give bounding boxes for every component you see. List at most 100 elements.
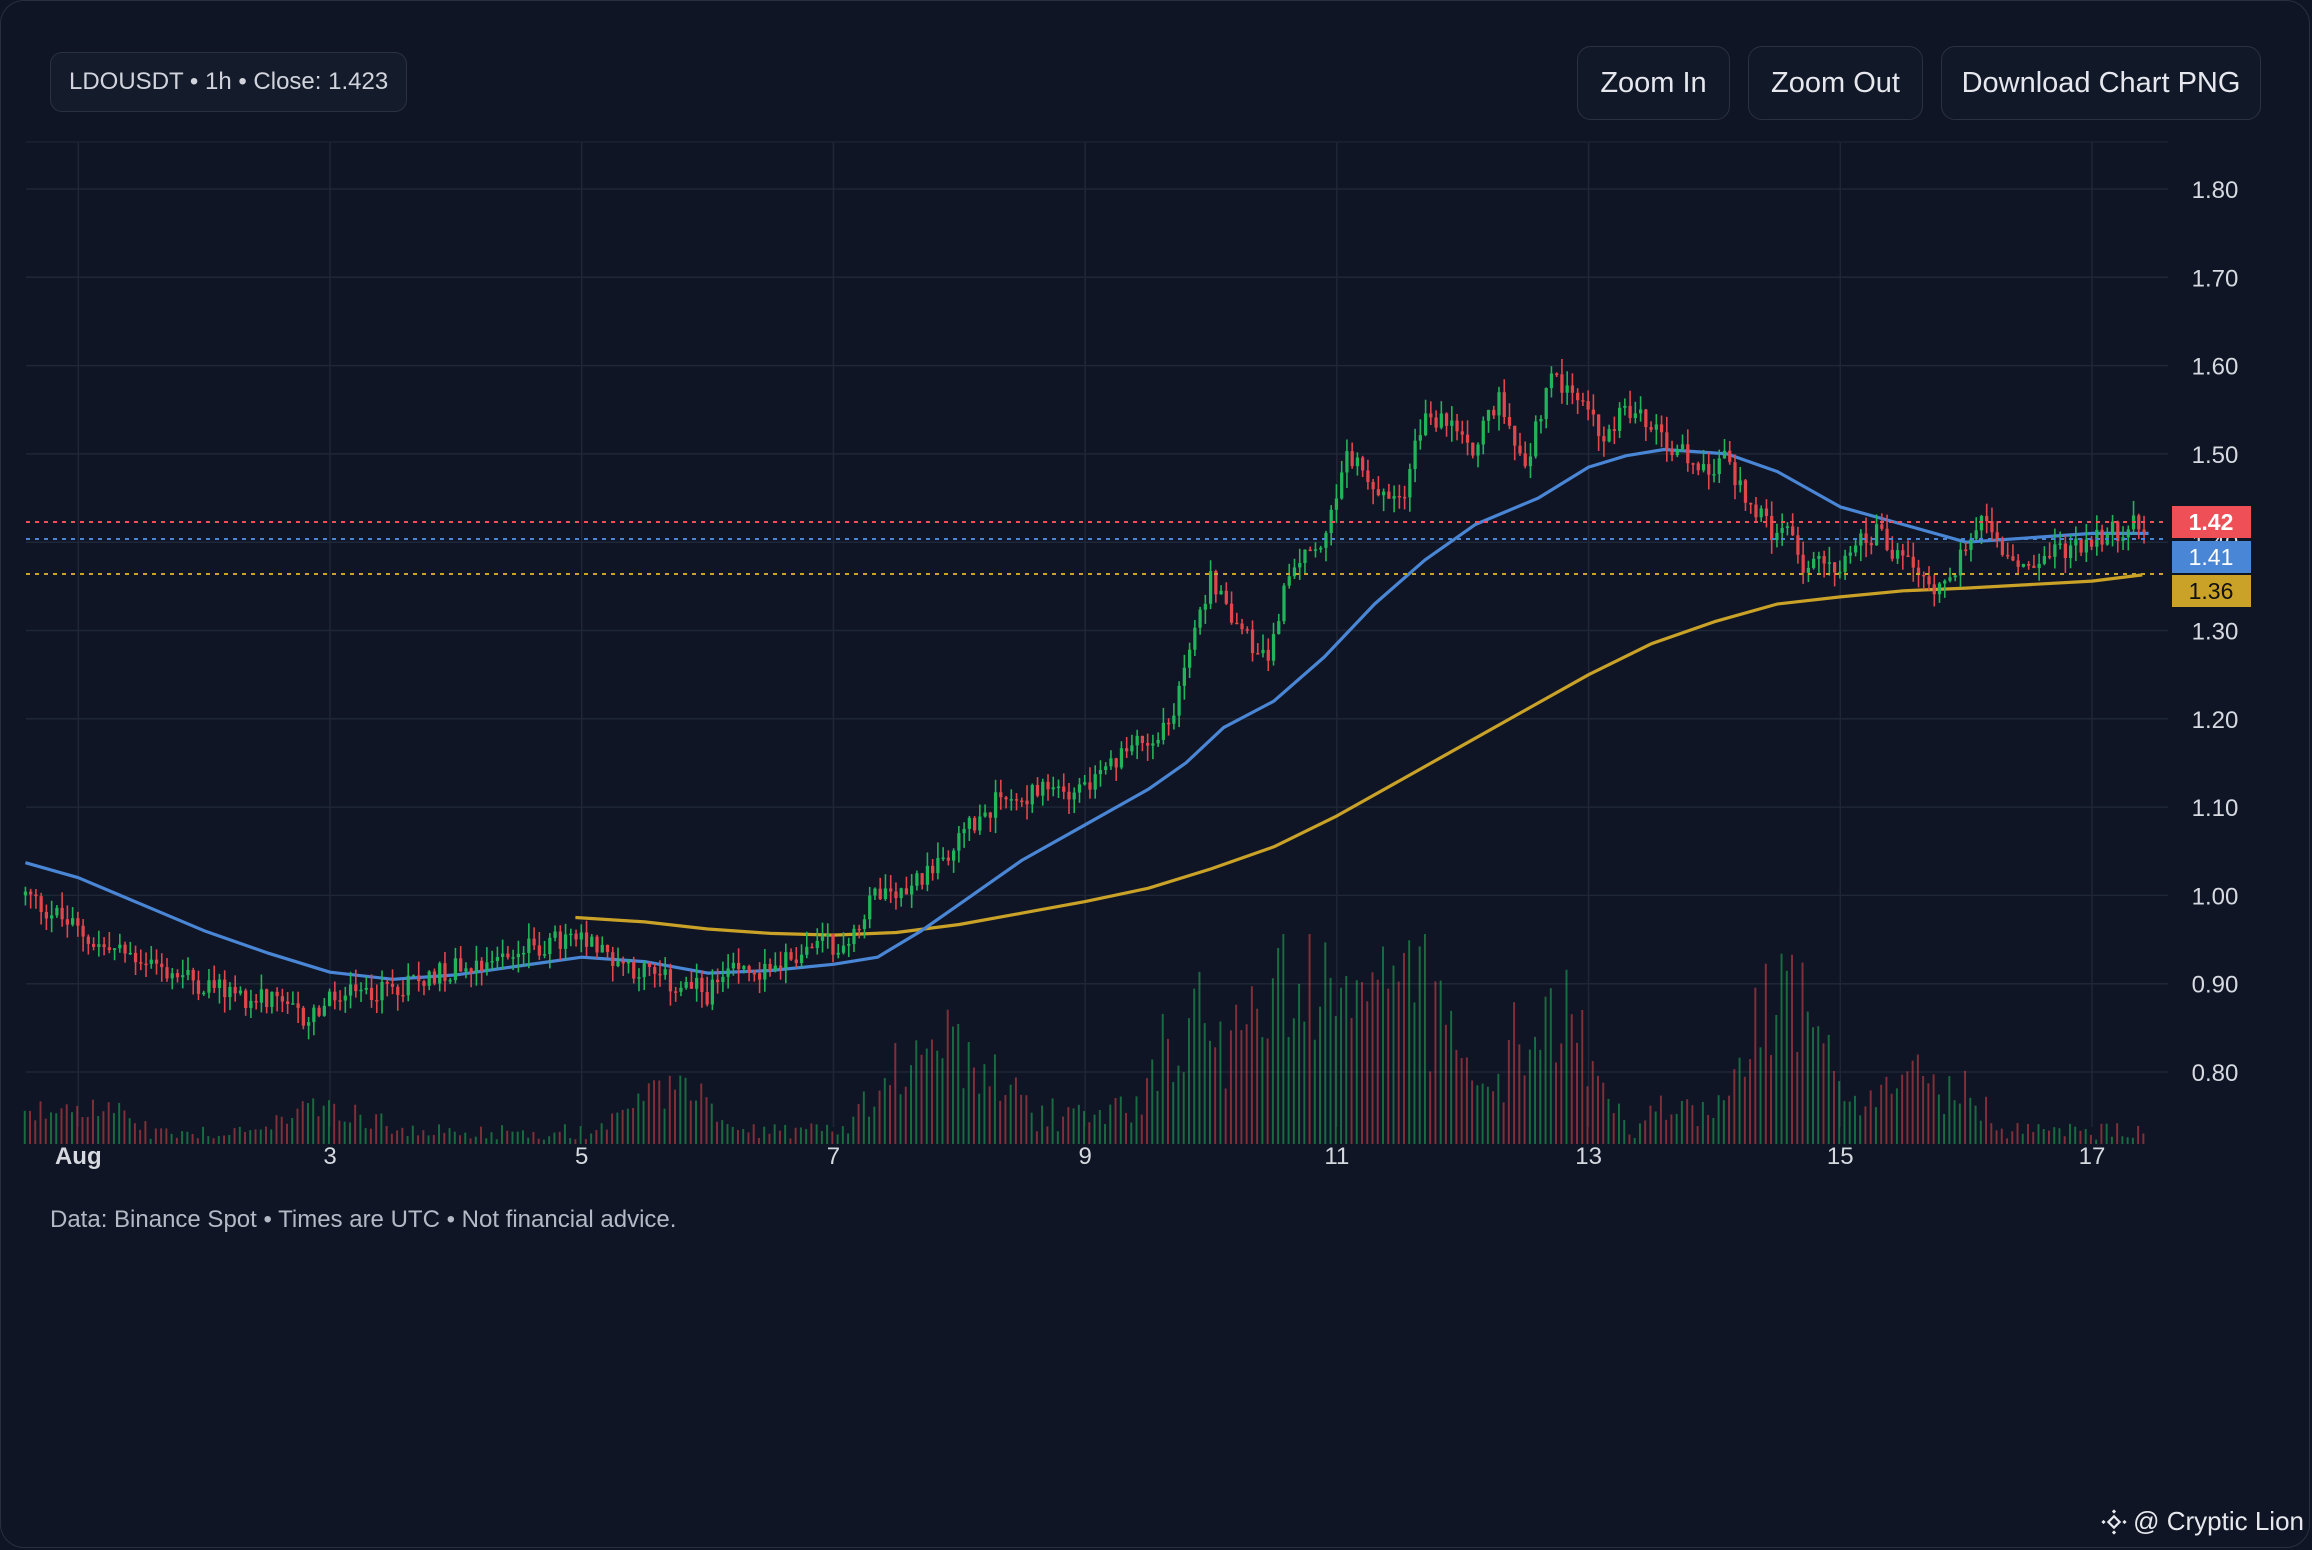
candle-body [1271, 634, 1276, 661]
candle-body [422, 981, 426, 986]
candle-body [972, 817, 977, 831]
candle-body [1434, 417, 1438, 428]
candle-body [1355, 457, 1360, 467]
volume-bar [988, 1086, 991, 1144]
candle-body [1696, 463, 1700, 471]
volume-bar [107, 1102, 110, 1144]
candle-body [915, 873, 919, 886]
volume-bar [322, 1105, 325, 1144]
candle-body [894, 891, 898, 899]
candle-body [1261, 649, 1265, 654]
volume-bar [453, 1131, 456, 1144]
volume-bar [862, 1091, 865, 1144]
volume-bar [742, 1129, 745, 1144]
volume-bar [1649, 1105, 1652, 1144]
candle-body [1528, 456, 1533, 467]
candle-body [826, 934, 830, 937]
volume-bar [1397, 981, 1400, 1144]
volume-bar [149, 1138, 152, 1144]
volume-bar [1235, 1004, 1238, 1144]
candle-body [2053, 544, 2057, 557]
volume-bar [1224, 1088, 1227, 1144]
volume-bar [1329, 977, 1332, 1144]
ma-fast-line [24, 447, 2149, 981]
volume-bar [280, 1116, 283, 1144]
volume-bar [1916, 1054, 1919, 1144]
volume-bar [579, 1126, 582, 1144]
zoom-out-button[interactable]: Zoom Out [1748, 46, 1923, 120]
volume-bar [306, 1103, 309, 1144]
candle-body [2016, 560, 2020, 567]
volume-bar [1256, 1008, 1259, 1144]
volume-bar [611, 1113, 614, 1144]
volume-bar [1135, 1096, 1138, 1144]
candle-body [558, 931, 562, 949]
candle-body [123, 944, 127, 954]
candle-body [23, 891, 28, 896]
candle-body [480, 960, 484, 971]
candle-body [1801, 554, 1805, 573]
candle-body [847, 944, 851, 946]
credit-text: @ Cryptic Lion [2133, 1506, 2304, 1536]
candle-body [773, 965, 777, 971]
volume-bar [1665, 1119, 1668, 1144]
candle-body [1104, 766, 1108, 771]
volume-bar [97, 1116, 100, 1144]
candle-body [2037, 563, 2041, 569]
candle-body [312, 1007, 316, 1023]
zoom-in-button[interactable]: Zoom In [1577, 46, 1730, 120]
candle-body [506, 953, 510, 958]
volume-bar [1659, 1095, 1662, 1144]
candle-body [60, 907, 64, 920]
candle-body [1324, 533, 1328, 548]
volume-bar [684, 1077, 687, 1144]
candle-body [1020, 800, 1024, 803]
candle-body [154, 959, 159, 964]
candle-body [841, 945, 846, 953]
volume-bar [1570, 1014, 1573, 1144]
volume-bar [1250, 986, 1253, 1144]
candle-body [1146, 742, 1150, 746]
candle-body [1497, 392, 1501, 416]
volume-bar [2142, 1133, 2145, 1144]
volume-bar [1429, 1071, 1432, 1144]
candle-body [2063, 543, 2067, 559]
volume-bar [826, 1124, 829, 1144]
candle-body [595, 936, 599, 953]
volume-bar [485, 1138, 488, 1144]
candle-body [1350, 451, 1354, 467]
volume-bar [1156, 1090, 1159, 1144]
y-tick-label: 1.30 [2192, 619, 2239, 646]
volume-bar [1114, 1097, 1117, 1144]
candle-body [1796, 535, 1800, 555]
volume-bar [1780, 953, 1783, 1144]
candle-body [1502, 392, 1506, 418]
volume-bar [763, 1126, 766, 1144]
candle-body [1056, 786, 1061, 788]
volume-bar [191, 1134, 194, 1144]
candle-body [1680, 444, 1685, 450]
candle-body [1597, 414, 1601, 437]
volume-bar [1691, 1105, 1694, 1144]
volume-bar [2126, 1137, 2129, 1144]
candle-body [149, 959, 153, 964]
volume-bar [705, 1097, 708, 1144]
volume-bar [920, 1054, 923, 1144]
candle-body [1602, 436, 1606, 442]
volume-bar [1749, 1059, 1752, 1144]
candle-body [1256, 653, 1260, 655]
candle-body [1964, 549, 1968, 552]
volume-bar [228, 1134, 231, 1144]
volume-bar [464, 1132, 467, 1144]
volume-bar [385, 1126, 388, 1144]
volume-bar [1130, 1122, 1133, 1144]
candle-body [815, 940, 819, 948]
candle-body [1240, 623, 1244, 630]
volume-bar [857, 1104, 860, 1144]
price-label-ma_fast: 1.41 [2189, 544, 2234, 570]
volume-bar [175, 1137, 178, 1144]
candle-body [584, 932, 589, 947]
candle-body [1361, 457, 1365, 471]
download-chart-png-button[interactable]: Download Chart PNG [1941, 46, 2261, 120]
